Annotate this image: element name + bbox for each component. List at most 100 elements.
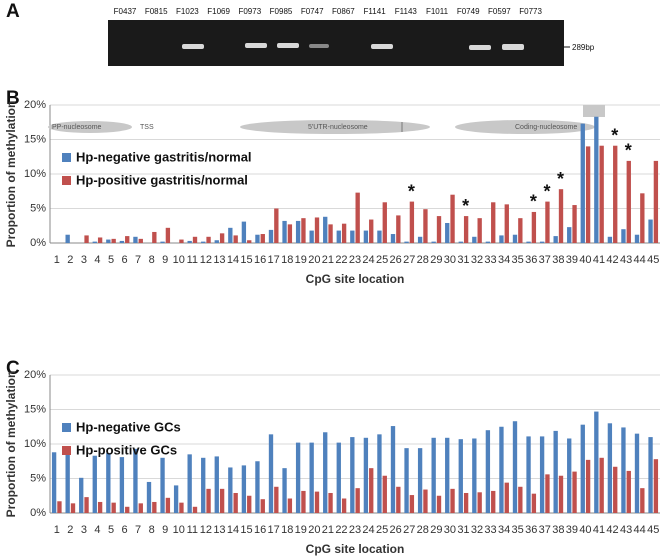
x-tick-label: 1 bbox=[54, 254, 60, 266]
bar bbox=[396, 486, 401, 513]
bar bbox=[287, 224, 293, 243]
bar bbox=[445, 437, 450, 513]
x-tick-label: 1 bbox=[54, 524, 60, 536]
bar bbox=[165, 497, 171, 513]
bar bbox=[260, 499, 265, 513]
gel-band bbox=[309, 44, 329, 48]
bar bbox=[97, 237, 103, 243]
bar bbox=[436, 216, 442, 243]
bar bbox=[648, 219, 653, 243]
x-tick-label: 5 bbox=[108, 254, 114, 266]
bar bbox=[228, 227, 233, 243]
bar bbox=[539, 436, 545, 513]
x-tick-label: 17 bbox=[268, 524, 280, 536]
bar bbox=[282, 468, 287, 513]
bar bbox=[51, 452, 57, 513]
x-tick-label: 12 bbox=[200, 254, 212, 266]
x-tick-label: 13 bbox=[213, 524, 225, 536]
legend-swatch bbox=[62, 423, 71, 432]
bar bbox=[201, 241, 206, 243]
bar bbox=[323, 216, 328, 243]
x-tick-label: 39 bbox=[566, 254, 578, 266]
bar bbox=[553, 236, 558, 243]
bar bbox=[206, 236, 211, 243]
bar bbox=[247, 495, 252, 513]
bar bbox=[84, 497, 89, 513]
bar bbox=[219, 233, 225, 243]
lane-label: F0815 bbox=[145, 7, 168, 16]
x-tick-label: 43 bbox=[620, 524, 632, 536]
bar bbox=[228, 467, 233, 513]
track-label: PP-nucleosome bbox=[52, 124, 102, 131]
bar bbox=[152, 231, 157, 243]
bar bbox=[369, 468, 374, 513]
x-tick-label: 31 bbox=[457, 254, 469, 266]
bar bbox=[173, 485, 179, 513]
gel-band bbox=[245, 43, 267, 48]
x-tick-label: 30 bbox=[444, 524, 456, 536]
x-tick-label: 7 bbox=[135, 524, 141, 536]
bar bbox=[255, 461, 260, 513]
x-tick-label: 22 bbox=[335, 524, 347, 536]
bar bbox=[138, 238, 143, 243]
bar bbox=[111, 502, 116, 513]
bar bbox=[512, 421, 518, 513]
bar bbox=[363, 437, 369, 513]
bar bbox=[526, 241, 531, 243]
x-tick-label: 2 bbox=[67, 524, 73, 536]
bar bbox=[84, 235, 89, 243]
bar bbox=[314, 217, 320, 243]
bar bbox=[621, 229, 626, 243]
bar bbox=[423, 489, 428, 513]
lane-label: F0773 bbox=[519, 7, 542, 16]
bar bbox=[65, 234, 70, 243]
bar bbox=[125, 236, 130, 243]
x-tick-label: 11 bbox=[187, 254, 198, 266]
bar bbox=[92, 241, 97, 243]
x-tick-label: 39 bbox=[566, 524, 578, 536]
bar bbox=[531, 493, 537, 513]
bar bbox=[314, 491, 320, 513]
bar bbox=[640, 488, 645, 513]
nucleosome bbox=[583, 105, 605, 117]
bar bbox=[341, 223, 347, 243]
x-tick-label: 15 bbox=[240, 254, 252, 266]
bar bbox=[458, 241, 463, 243]
x-tick-label: 29 bbox=[430, 254, 442, 266]
bar bbox=[640, 193, 645, 243]
lane-label: F0747 bbox=[301, 7, 324, 16]
x-tick-label: 37 bbox=[539, 254, 551, 266]
legend-swatch bbox=[62, 446, 71, 455]
bar bbox=[57, 501, 62, 513]
bar bbox=[295, 220, 301, 243]
bar bbox=[323, 432, 328, 513]
x-tick-label: 23 bbox=[349, 254, 361, 266]
annotation: * bbox=[462, 196, 469, 216]
bar bbox=[621, 427, 626, 513]
legend-label: Hp-negative GCs bbox=[76, 419, 181, 434]
bar bbox=[241, 221, 247, 243]
bar bbox=[613, 466, 618, 513]
bar bbox=[499, 235, 504, 243]
bar bbox=[518, 486, 523, 513]
x-tick-label: 18 bbox=[281, 254, 293, 266]
bar bbox=[585, 146, 591, 243]
bar bbox=[558, 475, 564, 513]
bar bbox=[653, 160, 659, 243]
y-tick-label: 20% bbox=[24, 369, 46, 381]
bar bbox=[301, 490, 306, 513]
bar bbox=[382, 202, 387, 243]
bar bbox=[599, 145, 604, 243]
bar bbox=[350, 230, 355, 243]
bar bbox=[607, 236, 613, 243]
x-tick-label: 4 bbox=[94, 524, 100, 536]
bar bbox=[133, 448, 138, 513]
bar bbox=[526, 436, 531, 513]
bar bbox=[179, 239, 184, 243]
x-tick-label: 30 bbox=[444, 254, 456, 266]
x-tick-label: 11 bbox=[187, 524, 198, 536]
bar bbox=[165, 227, 171, 243]
marker-label: 289bp bbox=[572, 43, 595, 52]
x-tick-label: 14 bbox=[227, 524, 239, 536]
